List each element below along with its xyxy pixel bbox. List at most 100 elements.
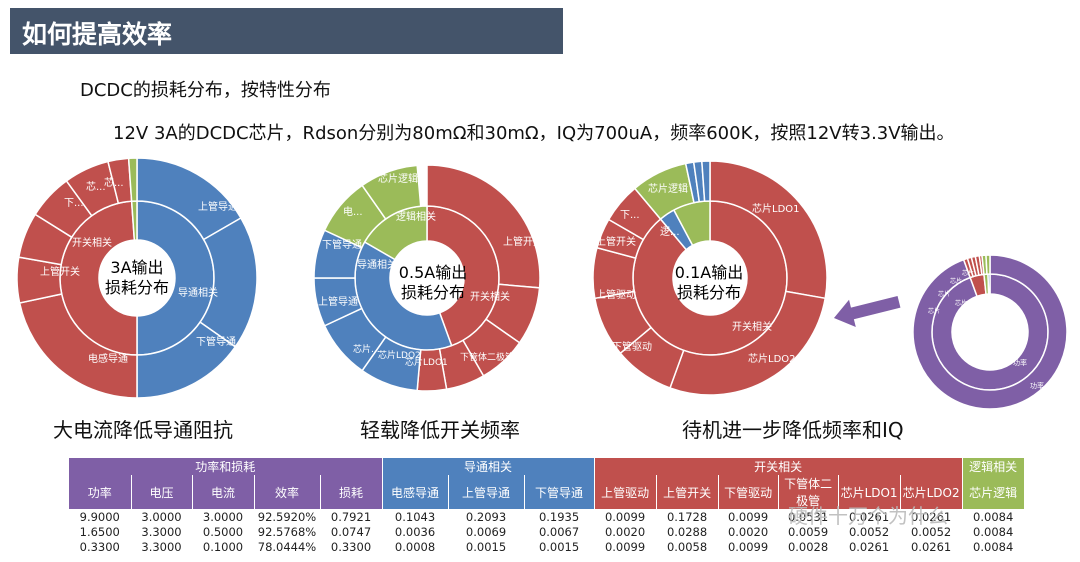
table-cell: 3.0000 (131, 509, 193, 524)
outer-segment (127, 157, 138, 202)
outer-segment (323, 184, 387, 249)
inner-segment (426, 205, 500, 347)
outer-segment (199, 216, 258, 348)
table-cell: 0.0052 (838, 524, 901, 539)
c1-outer-2: 芯... (86, 180, 106, 193)
loss-table: 功率和损耗 导通相关 开关相关 逻辑相关 功率 电压 电流 效率 损耗 电感导通… (69, 458, 1025, 554)
c3-outer-2: 下管驱动 (612, 340, 652, 353)
outer-segment (709, 160, 828, 300)
table-cell: 0.0069 (448, 524, 525, 539)
c1-outer-3: 芯... (104, 176, 124, 189)
outer-segment (962, 257, 974, 279)
outer-segment (136, 157, 242, 241)
outer-segment (966, 256, 977, 278)
header-cell: 电流 (192, 475, 255, 509)
header-cell: 功率 (69, 475, 132, 509)
sunburst-power (912, 254, 1068, 410)
table-cell: 0.0008 (382, 539, 449, 554)
c2-outer-4: 芯片... (353, 343, 380, 355)
table-cell: 0.0099 (718, 509, 779, 524)
table-cell: 0.0261 (838, 509, 901, 524)
header-cell: 上管开关 (656, 475, 719, 509)
description: 12V 3A的DCDC芯片，Rdson分别为80mΩ和30mΩ，IQ为700uA… (113, 123, 955, 144)
table-cell: 0.0059 (778, 524, 839, 539)
inner-segment (632, 200, 788, 356)
outer-segment (684, 161, 701, 204)
table-cell: 0.0084 (962, 509, 1025, 524)
table-cell: 0.0015 (448, 539, 525, 554)
sunburst-3a (16, 157, 258, 399)
table-cell: 92.5768% (254, 524, 321, 539)
c3-outer-6: 芯片逻辑 (648, 182, 688, 195)
c3-inner-1: 逻... (660, 226, 680, 238)
outer-segment (669, 290, 827, 396)
caption-0.1a: 待机进一步降低频率和IQ (682, 418, 904, 442)
sunburst-charts: 3A输出 损耗分布 上管开关 下... 芯... 芯... 下管导通 上管导通 … (16, 157, 1068, 410)
header-cell: 芯片LDO2 (900, 475, 963, 509)
c4-small-5: 芯片 (962, 312, 974, 320)
outer-segment (985, 254, 991, 275)
table-cell: 0.0036 (382, 524, 449, 539)
inner-segment (659, 208, 694, 251)
c2-outer-7: 电... (343, 205, 363, 218)
c2-inner-2: 逻辑相关 (396, 210, 436, 223)
c4-inner-0: 功率 (1013, 358, 1027, 367)
outer-segment (313, 277, 363, 327)
table-cell: 0.0261 (900, 509, 963, 524)
table-cell: 1.6500 (69, 524, 132, 539)
table-cell: 0.1728 (656, 509, 719, 524)
table-cell: 0.0099 (718, 539, 779, 554)
table-cell: 0.0288 (656, 524, 719, 539)
group-switching: 开关相关 (594, 458, 963, 475)
table-cell: 0.0058 (656, 539, 719, 554)
table-row: 9.9000 3.0000 3.0000 92.5920% 0.7921 0.1043 0.… (69, 509, 1025, 524)
header-cell: 上管导通 (448, 475, 525, 509)
c4-small-1: 芯片 (938, 290, 950, 298)
sunburst-0.5a (313, 164, 541, 392)
c3-outer-1: 芯片LDO2 (748, 352, 796, 365)
subtitle: DCDC的损耗分布，按特性分布 (80, 80, 331, 101)
c1-center-1: 3A输出 (110, 258, 163, 277)
c1-inner-1: 导通相关 (178, 286, 218, 299)
header-cell: 电压 (131, 475, 193, 509)
outer-segment (592, 246, 637, 300)
c1-center-2: 损耗分布 (105, 278, 169, 297)
c1-inner-0: 开关相关 (72, 236, 112, 249)
c1-outer-5: 上管导通 (198, 200, 238, 213)
inner-segment (672, 200, 711, 247)
table-group-row: 功率和损耗 导通相关 开关相关 逻辑相关 (69, 458, 1025, 475)
outer-segment (17, 213, 73, 266)
c3-center-2: 损耗分布 (677, 283, 741, 302)
outer-segment (633, 162, 695, 221)
c2-outer-0: 上管开关 (503, 235, 543, 248)
outer-segment (65, 160, 120, 217)
c3-outer-3: 上管驱动 (596, 288, 636, 301)
header-cell: 下管体二极管 (778, 475, 839, 509)
table-cell: 78.0444% (254, 539, 321, 554)
c3-outer-4: 上管开关 (596, 235, 636, 248)
header-cell: 芯片逻辑 (962, 475, 1025, 509)
table-row: 1.6500 3.3000 0.5000 92.5768% 0.0747 0.0036 0.… (69, 524, 1025, 539)
inner-segment (136, 200, 215, 356)
table-cell: 3.3000 (131, 539, 193, 554)
outer-segment (16, 256, 63, 304)
header-cell: 下管驱动 (718, 475, 779, 509)
table-cell: 0.0531 (778, 509, 839, 524)
group-power: 功率和损耗 (69, 458, 383, 475)
c2-outer-3: 芯片LDO2 (378, 349, 421, 361)
header-cell: 效率 (254, 475, 321, 509)
c2-outer-1: 下管体二极管 (460, 351, 514, 363)
table-header-row: 功率 电压 电流 效率 损耗 电感导通 上管导通 下管导通 上管驱动 上管开关 … (69, 475, 1025, 509)
table-cell: 0.5000 (192, 524, 255, 539)
outer-segment (692, 160, 706, 203)
c2-outer-2: 芯片LDO1 (405, 356, 448, 368)
c4-outer-0: 功率 (1030, 381, 1044, 390)
inner-segment (987, 273, 991, 295)
table-cell: 92.5920% (254, 509, 321, 524)
outer-segment (34, 179, 93, 239)
title-bar: 如何提高效率 (10, 8, 563, 54)
c2-inner-0: 开关相关 (470, 290, 510, 303)
outer-segment (701, 160, 711, 202)
table-cell: 0.0261 (838, 539, 901, 554)
page-title: 如何提高效率 (22, 20, 173, 49)
